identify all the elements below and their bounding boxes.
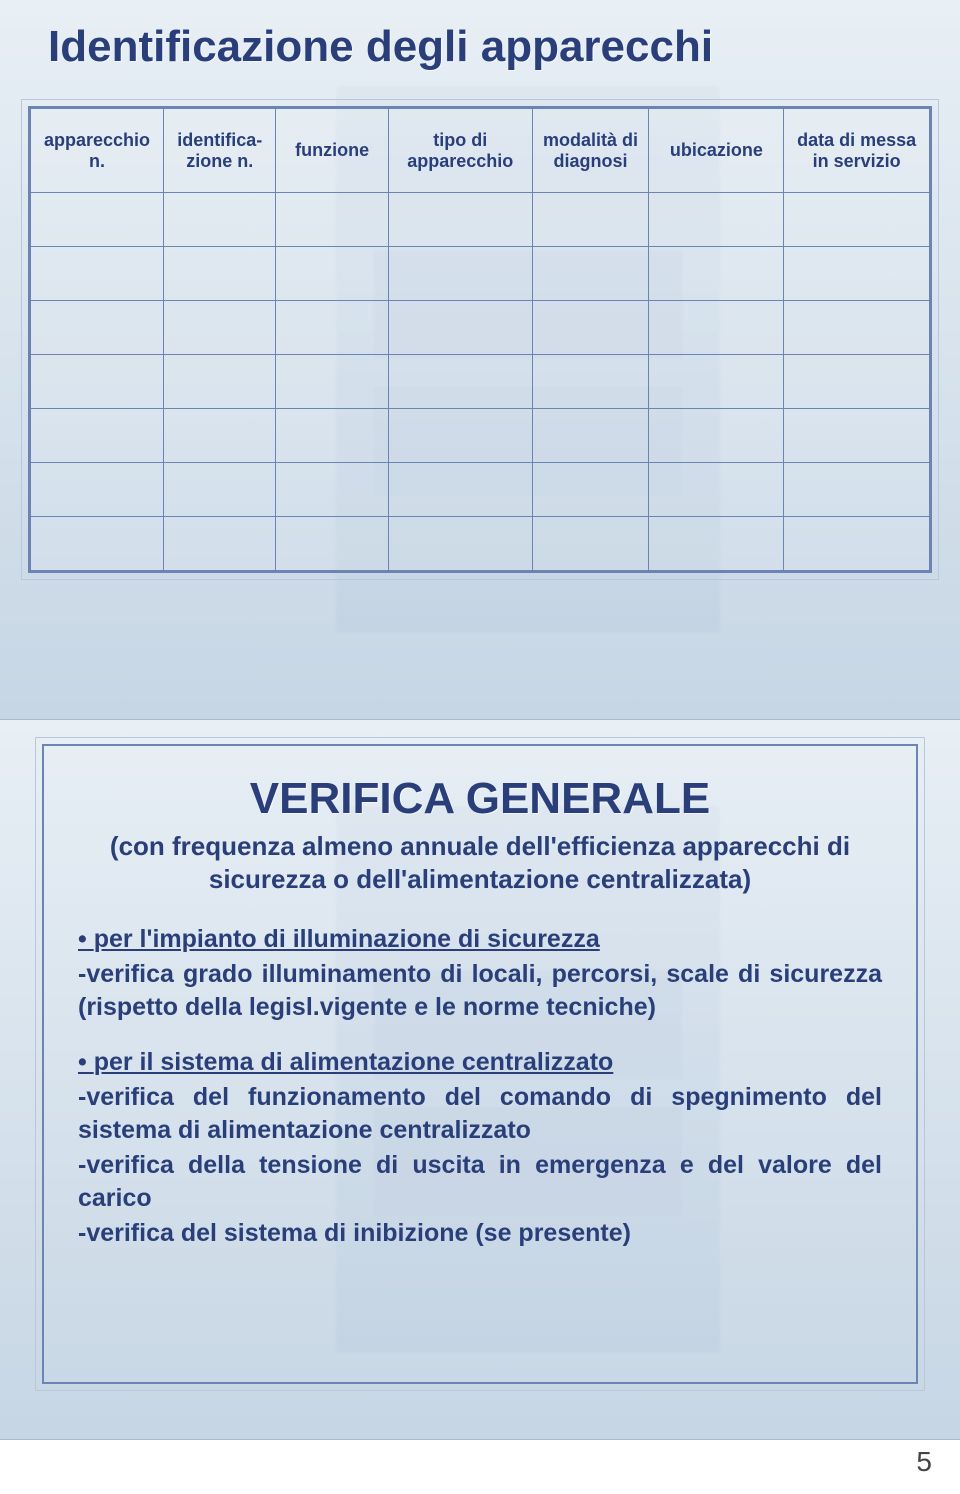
identification-table-wrap: apparecchio n. identifica-zione n. funzi… <box>28 106 932 573</box>
bullet-list: per l'impianto di illuminazione di sicur… <box>78 923 882 1250</box>
table-cell <box>164 301 276 355</box>
col-apparecchio-n: apparecchio n. <box>31 109 164 193</box>
bullet-lead: per il sistema di alimentazione centrali… <box>78 1048 613 1076</box>
bullet-line: -verifica del sistema di inibizione (se … <box>78 1217 882 1250</box>
slide-verifica-generale: VERIFICA GENERALE (con frequenza almeno … <box>0 720 960 1440</box>
table-row <box>31 193 930 247</box>
col-identificazione-n: identifica-zione n. <box>164 109 276 193</box>
bullet-lead: per l'impianto di illuminazione di sicur… <box>78 925 600 953</box>
table-cell <box>784 301 930 355</box>
col-data-messa-in-servizio: data di messa in servizio <box>784 109 930 193</box>
verifica-card: VERIFICA GENERALE (con frequenza almeno … <box>42 744 918 1384</box>
table-cell <box>388 463 532 517</box>
table-cell <box>532 517 649 571</box>
table-cell <box>532 193 649 247</box>
table-cell <box>649 193 784 247</box>
table-cell <box>388 301 532 355</box>
table-cell <box>388 193 532 247</box>
col-ubicazione: ubicazione <box>649 109 784 193</box>
slide-identification: Identificazione degli apparecchi apparec… <box>0 0 960 720</box>
table-cell <box>532 301 649 355</box>
slide2-heading: VERIFICA GENERALE <box>78 774 882 824</box>
table-cell <box>532 355 649 409</box>
table-cell <box>164 517 276 571</box>
table-cell <box>276 409 388 463</box>
table-cell <box>164 193 276 247</box>
table-row <box>31 355 930 409</box>
table-cell <box>276 463 388 517</box>
table-cell <box>276 517 388 571</box>
slide2-subtitle: (con frequenza almeno annuale dell'effic… <box>100 830 860 895</box>
table-cell <box>532 463 649 517</box>
table-cell <box>164 247 276 301</box>
bullet-line: -verifica della tensione di uscita in em… <box>78 1149 882 1215</box>
table-cell <box>31 409 164 463</box>
table-cell <box>276 193 388 247</box>
table-cell <box>649 463 784 517</box>
table-cell <box>649 301 784 355</box>
table-cell <box>784 463 930 517</box>
table-cell <box>649 247 784 301</box>
table-cell <box>31 301 164 355</box>
table-header-row: apparecchio n. identifica-zione n. funzi… <box>31 109 930 193</box>
table-cell <box>784 193 930 247</box>
table-cell <box>31 355 164 409</box>
identification-table-body <box>31 193 930 571</box>
table-row <box>31 301 930 355</box>
table-cell <box>276 301 388 355</box>
table-cell <box>649 409 784 463</box>
table-cell <box>784 409 930 463</box>
table-row <box>31 247 930 301</box>
table-row <box>31 409 930 463</box>
table-cell <box>31 247 164 301</box>
table-cell <box>388 247 532 301</box>
table-cell <box>649 517 784 571</box>
table-cell <box>784 247 930 301</box>
table-cell <box>784 355 930 409</box>
table-cell <box>31 517 164 571</box>
table-cell <box>31 463 164 517</box>
slide1-title: Identificazione degli apparecchi <box>48 22 713 72</box>
bullet-item: per l'impianto di illuminazione di sicur… <box>78 923 882 1024</box>
page-number: 5 <box>0 1440 960 1494</box>
table-cell <box>532 409 649 463</box>
table-row <box>31 517 930 571</box>
col-funzione: funzione <box>276 109 388 193</box>
bullet-line: -verifica del funzionamento del comando … <box>78 1081 882 1147</box>
table-cell <box>388 355 532 409</box>
col-modalita-diagnosi: modalità di diagnosi <box>532 109 649 193</box>
table-cell <box>784 517 930 571</box>
table-cell <box>164 355 276 409</box>
bullet-item: per il sistema di alimentazione centrali… <box>78 1046 882 1250</box>
col-tipo-apparecchio: tipo di apparecchio <box>388 109 532 193</box>
identification-table: apparecchio n. identifica-zione n. funzi… <box>30 108 930 571</box>
table-cell <box>164 409 276 463</box>
table-cell <box>388 517 532 571</box>
table-cell <box>388 409 532 463</box>
table-cell <box>532 247 649 301</box>
table-row <box>31 463 930 517</box>
table-cell <box>276 355 388 409</box>
table-cell <box>164 463 276 517</box>
table-cell <box>649 355 784 409</box>
table-cell <box>276 247 388 301</box>
table-cell <box>31 193 164 247</box>
bullet-line: -verifica grado illuminamento di locali,… <box>78 958 882 1024</box>
